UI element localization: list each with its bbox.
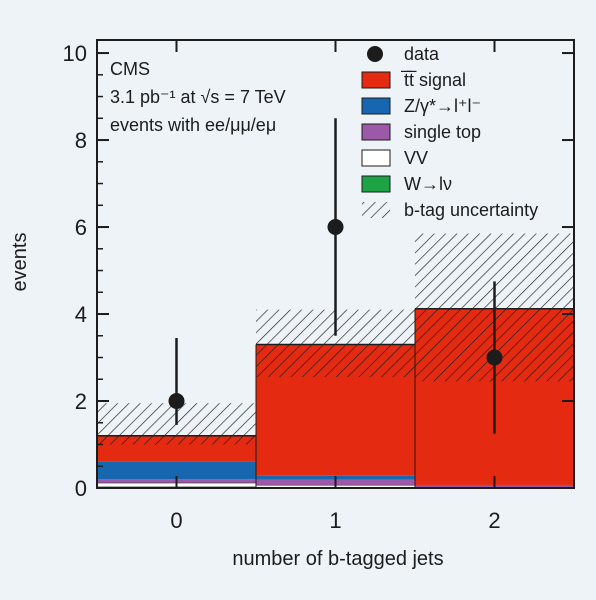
legend-label: single top	[404, 122, 481, 142]
y-tick-label: 2	[75, 389, 87, 414]
data-point-1	[327, 219, 344, 236]
x-tick-label: 0	[170, 508, 182, 533]
legend-label: W→lν	[404, 174, 452, 194]
y-tick-label: 8	[75, 128, 87, 153]
y-tick-label: 10	[63, 41, 87, 66]
data-layer	[168, 118, 503, 434]
x-axis-label: number of b-tagged jets	[232, 548, 443, 570]
y-tick-label: 0	[75, 476, 87, 501]
legend-label: data	[404, 44, 440, 64]
annotation-cms: CMS	[110, 59, 150, 79]
legend-swatch-wlnu	[361, 175, 391, 193]
legend-swatch-hatch	[362, 202, 390, 218]
legend-item-zgamma: Z/γ*→l⁺l⁻	[361, 96, 481, 116]
legend-swatch-vv	[361, 149, 391, 167]
legend-data-marker	[367, 46, 383, 62]
legend-item-single_top: single top	[361, 122, 481, 142]
legend-label: t̅t̅ signal	[400, 70, 466, 90]
data-point-0	[168, 393, 185, 410]
y-axis-label: events	[9, 233, 31, 292]
bar-zgamma-0	[97, 461, 256, 480]
legend: data t̅t̅ signal Z/γ*→l⁺l⁻ single top VV W→lν…	[361, 44, 538, 220]
legend-label: b-tag uncertainty	[404, 200, 538, 220]
legend-swatch-single_top	[361, 123, 391, 141]
annotation-channels: events with ee/μμ/eμ	[110, 115, 276, 135]
y-tick-label: 6	[75, 215, 87, 240]
axis-layer: 0 2 4 6 8 10 0 1 2	[63, 40, 574, 533]
legend-item-marker: data	[367, 44, 440, 64]
x-tick-label: 1	[329, 508, 341, 533]
legend-label: Z/γ*→l⁺l⁻	[404, 96, 481, 116]
cms-annotation: CMS 3.1 pb⁻¹ at √s = 7 TeV events with e…	[110, 59, 286, 135]
legend-swatch-signal	[361, 71, 391, 89]
annotation-lumi: 3.1 pb⁻¹ at √s = 7 TeV	[110, 87, 286, 107]
legend-item-vv: VV	[361, 148, 428, 168]
legend-item-hatch: b-tag uncertainty	[362, 200, 538, 220]
legend-swatch-zgamma	[361, 97, 391, 115]
legend-label: VV	[404, 148, 428, 168]
data-point-2	[486, 349, 503, 366]
x-tick-label: 2	[488, 508, 500, 533]
legend-item-signal: t̅t̅ signal	[361, 70, 466, 90]
y-tick-label: 4	[75, 302, 87, 327]
legend-item-wlnu: W→lν	[361, 174, 452, 194]
